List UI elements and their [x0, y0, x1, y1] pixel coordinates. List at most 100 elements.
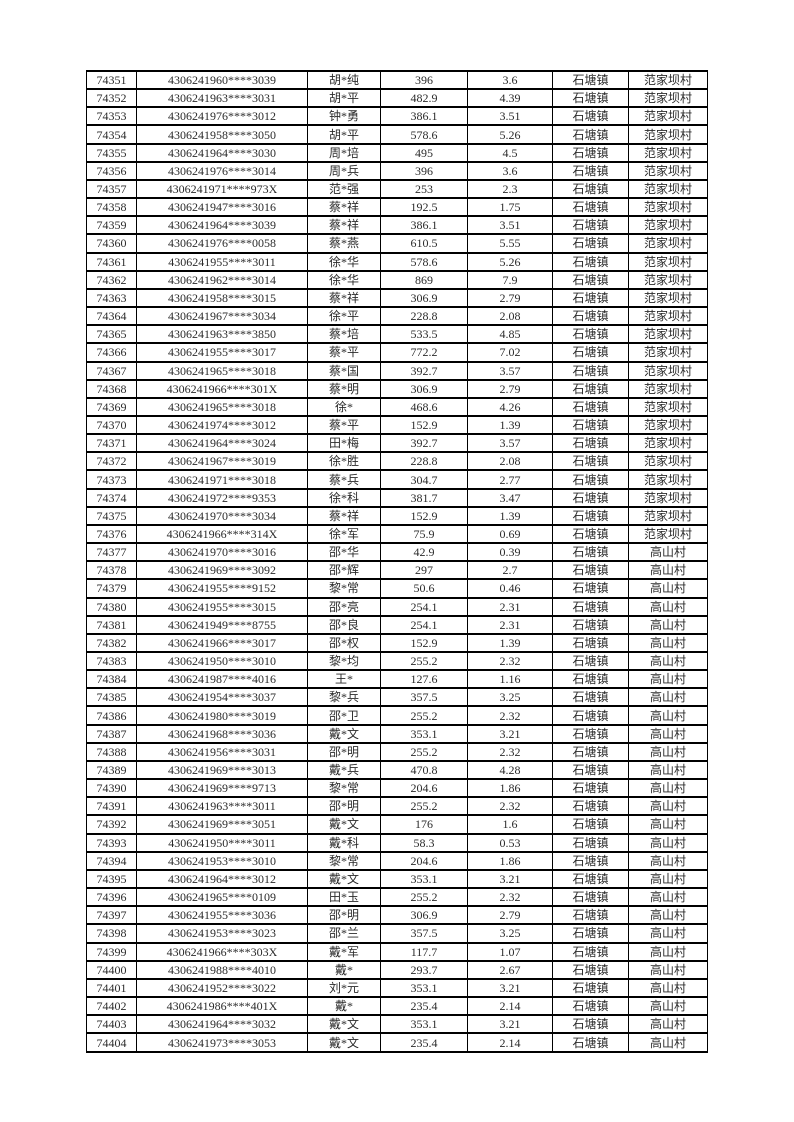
cell-village: 范家坝村	[628, 106, 708, 127]
cell-town: 石塘镇	[552, 669, 629, 690]
cell-village: 范家坝村	[628, 287, 708, 309]
cell-serial-number: 74403	[86, 1014, 137, 1035]
cell-village: 高山村	[628, 796, 708, 817]
cell-amount: 192.5	[380, 197, 468, 218]
cell-town: 石塘镇	[552, 487, 629, 508]
cell-id-number: 4306241950****3011	[136, 832, 308, 853]
cell-name: 田*梅	[307, 433, 381, 454]
cell-town: 石塘镇	[552, 287, 629, 309]
cell-serial-number: 74361	[86, 251, 137, 272]
cell-secondary-value: 1.86	[467, 850, 553, 871]
cell-village: 高山村	[628, 1014, 708, 1035]
cell-name: 邵*兰	[307, 923, 381, 944]
cell-secondary-value: 3.21	[467, 868, 553, 890]
cell-serial-number: 74367	[86, 360, 137, 381]
cell-village: 高山村	[628, 560, 708, 581]
cell-village: 范家坝村	[628, 433, 708, 454]
cell-village: 高山村	[628, 887, 708, 908]
cell-village: 范家坝村	[628, 251, 708, 272]
cell-village: 高山村	[628, 832, 708, 853]
cell-village: 范家坝村	[628, 451, 708, 472]
cell-secondary-value: 4.28	[467, 759, 553, 781]
cell-name: 范*强	[307, 178, 381, 200]
cell-serial-number: 74399	[86, 941, 137, 962]
cell-amount: 353.1	[380, 1014, 468, 1035]
cell-name: 蔡*平	[307, 414, 381, 436]
cell-village: 高山村	[628, 868, 708, 890]
cell-serial-number: 74351	[86, 69, 137, 91]
cell-secondary-value: 2.14	[467, 995, 553, 1017]
cell-amount: 495	[380, 142, 468, 163]
cell-town: 石塘镇	[552, 433, 629, 454]
cell-amount: 204.6	[380, 778, 468, 799]
cell-amount: 228.8	[380, 306, 468, 327]
cell-name: 胡*纯	[307, 69, 381, 91]
table-row: 74384 4306241987****4016 王* 127.6 1.16 石塘镇 高山村	[86, 669, 708, 690]
cell-amount: 306.9	[380, 378, 468, 399]
table-row: 74355 4306241964****3030 周*培 495 4.5 石塘镇 范家坝村	[86, 142, 708, 163]
cell-village: 高山村	[628, 632, 708, 654]
cell-amount: 50.6	[380, 578, 468, 599]
cell-amount: 254.1	[380, 614, 468, 635]
cell-serial-number: 74402	[86, 995, 137, 1017]
cell-town: 石塘镇	[552, 451, 629, 472]
cell-secondary-value: 2.79	[467, 905, 553, 926]
cell-town: 石塘镇	[552, 469, 629, 490]
table-row: 74353 4306241976****3012 钟*勇 386.1 3.51 石塘镇 范家…	[86, 106, 708, 127]
table-row: 74351 4306241960****3039 胡*纯 396 3.6 石塘镇 范家坝村	[86, 69, 708, 91]
cell-id-number: 4306241965****3018	[136, 396, 308, 417]
cell-town: 石塘镇	[552, 178, 629, 200]
cell-id-number: 4306241967****3019	[136, 451, 308, 472]
cell-secondary-value: 2.79	[467, 378, 553, 399]
cell-secondary-value: 3.47	[467, 487, 553, 508]
cell-serial-number: 74374	[86, 487, 137, 508]
cell-serial-number: 74358	[86, 197, 137, 218]
cell-secondary-value: 3.57	[467, 433, 553, 454]
cell-name: 蔡*祥	[307, 197, 381, 218]
cell-amount: 381.7	[380, 487, 468, 508]
table-row: 74374 4306241972****9353 徐*科 381.7 3.47 石塘镇 范家…	[86, 487, 708, 508]
cell-amount: 255.2	[380, 887, 468, 908]
cell-village: 高山村	[628, 687, 708, 708]
cell-secondary-value: 1.16	[467, 669, 553, 690]
cell-town: 石塘镇	[552, 614, 629, 635]
cell-serial-number: 74391	[86, 796, 137, 817]
cell-village: 高山村	[628, 1032, 708, 1053]
table-row: 74393 4306241950****3011 戴*科 58.3 0.53 石塘镇 高山村	[86, 832, 708, 853]
cell-id-number: 4306241955****3015	[136, 596, 308, 617]
cell-serial-number: 74366	[86, 342, 137, 363]
cell-secondary-value: 5.26	[467, 251, 553, 272]
cell-secondary-value: 2.32	[467, 650, 553, 672]
cell-name: 胡*平	[307, 88, 381, 109]
cell-amount: 152.9	[380, 505, 468, 526]
cell-name: 黎*常	[307, 578, 381, 599]
cell-town: 石塘镇	[552, 959, 629, 980]
table-row: 74373 4306241971****3018 蔡*兵 304.7 2.77 石塘镇 范家…	[86, 469, 708, 490]
cell-secondary-value: 0.39	[467, 542, 553, 563]
cell-serial-number: 74389	[86, 759, 137, 781]
table-row: 74370 4306241974****3012 蔡*平 152.9 1.39 石塘镇 范家…	[86, 414, 708, 436]
cell-secondary-value: 5.26	[467, 124, 553, 145]
cell-village: 高山村	[628, 669, 708, 690]
table-row: 74376 4306241966****314X 徐*军 75.9 0.69 石塘镇 范家坝…	[86, 523, 708, 545]
cell-name: 戴*兵	[307, 759, 381, 781]
cell-village: 高山村	[628, 759, 708, 781]
cell-id-number: 4306241969****3092	[136, 560, 308, 581]
cell-town: 石塘镇	[552, 142, 629, 163]
cell-name: 邵*明	[307, 905, 381, 926]
cell-town: 石塘镇	[552, 832, 629, 853]
cell-town: 石塘镇	[552, 306, 629, 327]
cell-name: 戴*	[307, 959, 381, 980]
cell-id-number: 4306241955****3017	[136, 342, 308, 363]
cell-amount: 357.5	[380, 923, 468, 944]
cell-serial-number: 74388	[86, 741, 137, 762]
cell-serial-number: 74370	[86, 414, 137, 436]
cell-name: 田*玉	[307, 887, 381, 908]
cell-id-number: 4306241954****3037	[136, 687, 308, 708]
table-row: 74401 4306241952****3022 刘*元 353.1 3.21 石塘镇 高山…	[86, 977, 708, 998]
cell-name: 蔡*兵	[307, 469, 381, 490]
table-row: 74356 4306241976****3014 周*兵 396 3.6 石塘镇 范家坝村	[86, 160, 708, 181]
cell-secondary-value: 1.39	[467, 414, 553, 436]
cell-amount: 392.7	[380, 360, 468, 381]
cell-name: 邵*良	[307, 614, 381, 635]
